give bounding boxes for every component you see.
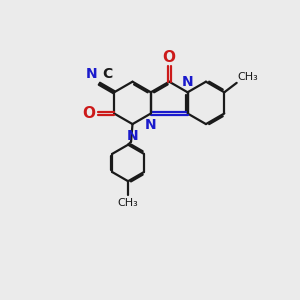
Text: N: N [182,75,194,89]
Text: O: O [163,50,176,64]
Text: CH₃: CH₃ [118,198,139,208]
Text: N: N [145,118,157,132]
Text: N: N [85,67,97,81]
Text: CH₃: CH₃ [238,72,259,82]
Text: C: C [102,67,112,81]
Text: O: O [82,106,95,121]
Text: N: N [127,129,138,143]
